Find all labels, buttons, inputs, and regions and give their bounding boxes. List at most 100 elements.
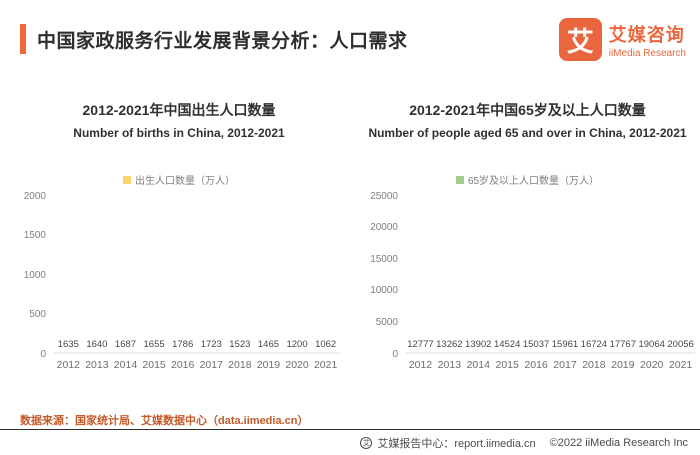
bar-value-label: 13902 [465,339,492,350]
y-axis-tick: 10000 [370,285,398,297]
bar-value-label: 1523 [229,339,251,350]
accent-bar [20,24,26,54]
imedia-logo-icon: 艾 [558,18,602,61]
x-axis-tick: 2020 [640,359,664,371]
header: 中国家政服务行业发展背景分析：人口需求 艾 艾媒咨询 iiMedia Resea… [20,18,686,61]
x-axis-tick: 2016 [170,359,195,371]
x-axis-tick: 2018 [228,359,252,371]
x-axis-tick: 2020 [285,359,309,371]
bar-group: 1062 [311,339,340,352]
y-axis-tick: 500 [29,309,46,320]
bar-group: 19064 [637,339,666,352]
y-axis-tick: 1000 [23,269,46,281]
y-axis-tick: 1500 [23,230,46,241]
bar-group: 1640 [83,339,112,352]
bar-group: 1786 [168,339,197,352]
y-axis-tick: 0 [392,348,398,360]
bar-value-label: 1200 [286,339,308,350]
data-source-note: 数据来源：国家统计局、艾媒数据中心（data.iimedia.cn） [20,415,309,427]
bar-value-label: 17767 [609,339,636,350]
x-axis-labels: 2012 2013 2014 2015 2016 2017 2018 2019 2020 2021 [54,354,340,371]
footer-bar: 艾 艾媒报告中心：report.iimedia.cn ©2022 iiMedia… [360,435,688,451]
report-center-link: 艾媒报告中心：report.iimedia.cn [377,438,536,450]
chart-plot: 0 500 1000 1500 2000 1635 1640 1687 1655 1786 172… [18,191,340,371]
x-axis-tick: 2016 [524,359,548,371]
bar-value-label: 1635 [57,339,79,350]
bar-group: 1523 [226,339,255,352]
bar-value-label: 14524 [493,339,521,350]
header-title-group: 中国家政服务行业发展背景分析：人口需求 [20,24,408,54]
plot-area: 1635 1640 1687 1655 1786 1723 1523 1465 1200 1062… [54,196,340,371]
legend-swatch-icon [455,175,464,184]
logo-name-en: iiMedia Research [608,47,686,59]
chart-plot: 0 5000 10000 15000 20000 25000 12777 13262 1390… [360,191,695,371]
copyright-text: ©2022 iiMedia Research Inc [549,437,688,449]
bar-group: 1635 [54,339,83,352]
bars-area: 12777 13262 13902 14524 15037 15961 16724 17767… [406,196,695,354]
logo-text: 艾媒咨询 iiMedia Research [609,21,686,59]
bars-area: 1635 1640 1687 1655 1786 1723 1523 1465 1200 1062 [54,196,340,354]
x-axis-tick: 2015 [495,359,519,371]
bar-value-label: 20056 [667,339,694,350]
chart-legend: 65岁及以上人口数量（万人） [360,172,695,187]
bar-group: 12777 [406,339,435,352]
charts-row: 2012-2021年中国出生人口数量 Number of births in C… [18,100,695,371]
y-axis-tick: 25000 [370,190,398,202]
bar-group: 13902 [464,339,493,352]
x-axis-tick: 2021 [313,359,338,371]
x-axis-tick: 2013 [437,359,462,371]
chart-legend: 出生人口数量（万人） [18,172,340,187]
bar-group: 17767 [608,339,637,352]
plot-area: 12777 13262 13902 14524 15037 15961 16724 17767… [406,196,695,371]
bar-group: 16724 [579,339,608,352]
bar-value-label: 1786 [172,339,194,350]
chart-births: 2012-2021年中国出生人口数量 Number of births in C… [18,100,340,371]
bar-value-label: 1465 [257,339,280,350]
logo-name-cn: 艾媒咨询 [608,24,685,45]
legend-label: 65岁及以上人口数量（万人） [467,176,600,187]
x-axis-tick: 2014 [466,359,490,371]
bar-value-label: 13262 [436,339,463,350]
bar-value-label: 16724 [580,339,608,350]
y-axis-tick: 2000 [23,190,46,202]
bar-group: 1200 [283,339,312,352]
bar-group: 15037 [522,339,551,352]
page-title: 中国家政服务行业发展背景分析：人口需求 [37,30,408,52]
bar-value-label: 12777 [407,339,434,350]
bar-group: 15961 [551,339,580,352]
y-axis-tick: 0 [40,348,46,360]
bar-group: 13262 [435,339,464,352]
bar-value-label: 19064 [638,339,665,350]
x-axis-tick: 2018 [582,359,606,371]
bar-group: 14524 [493,339,522,352]
x-axis-tick: 2012 [408,359,433,371]
y-axis-tick: 5000 [375,316,398,328]
x-axis-tick: 2015 [142,359,166,371]
bar-group: 20056 [666,339,695,352]
imedia-logo: 艾 艾媒咨询 iiMedia Research [558,18,686,61]
bar-group: 1655 [140,339,169,352]
y-axis-tick: 15000 [370,253,398,265]
x-axis-tick: 2017 [199,359,223,371]
x-axis-tick: 2014 [113,359,138,371]
bar-value-label: 1655 [143,339,165,350]
bar-value-label: 1062 [315,339,337,350]
x-axis-tick: 2019 [256,359,281,371]
imedia-badge-icon: 艾 [360,437,373,449]
chart-title: 2012-2021年中国65岁及以上人口数量 [409,102,646,118]
x-axis-tick: 2021 [668,359,693,371]
bar-value-label: 15961 [551,339,579,350]
chart-subtitle: Number of people aged 65 and over in Chi… [368,126,687,140]
bar-group: 1723 [197,339,226,352]
bar-value-label: 15037 [522,339,550,350]
bar-value-label: 1687 [114,339,137,350]
y-axis-tick: 20000 [370,222,398,234]
chart-subtitle: Number of births in China, 2012-2021 [73,126,285,140]
bar-value-label: 1723 [200,339,222,350]
x-axis-tick: 2012 [56,359,80,371]
x-axis-labels: 2012 2013 2014 2015 2016 2017 2018 2019 2020 2021 [406,354,695,371]
legend-label: 出生人口数量（万人） [135,176,235,187]
bar-value-label: 1640 [86,339,108,350]
y-axis: 0 5000 10000 15000 20000 25000 [360,191,406,360]
